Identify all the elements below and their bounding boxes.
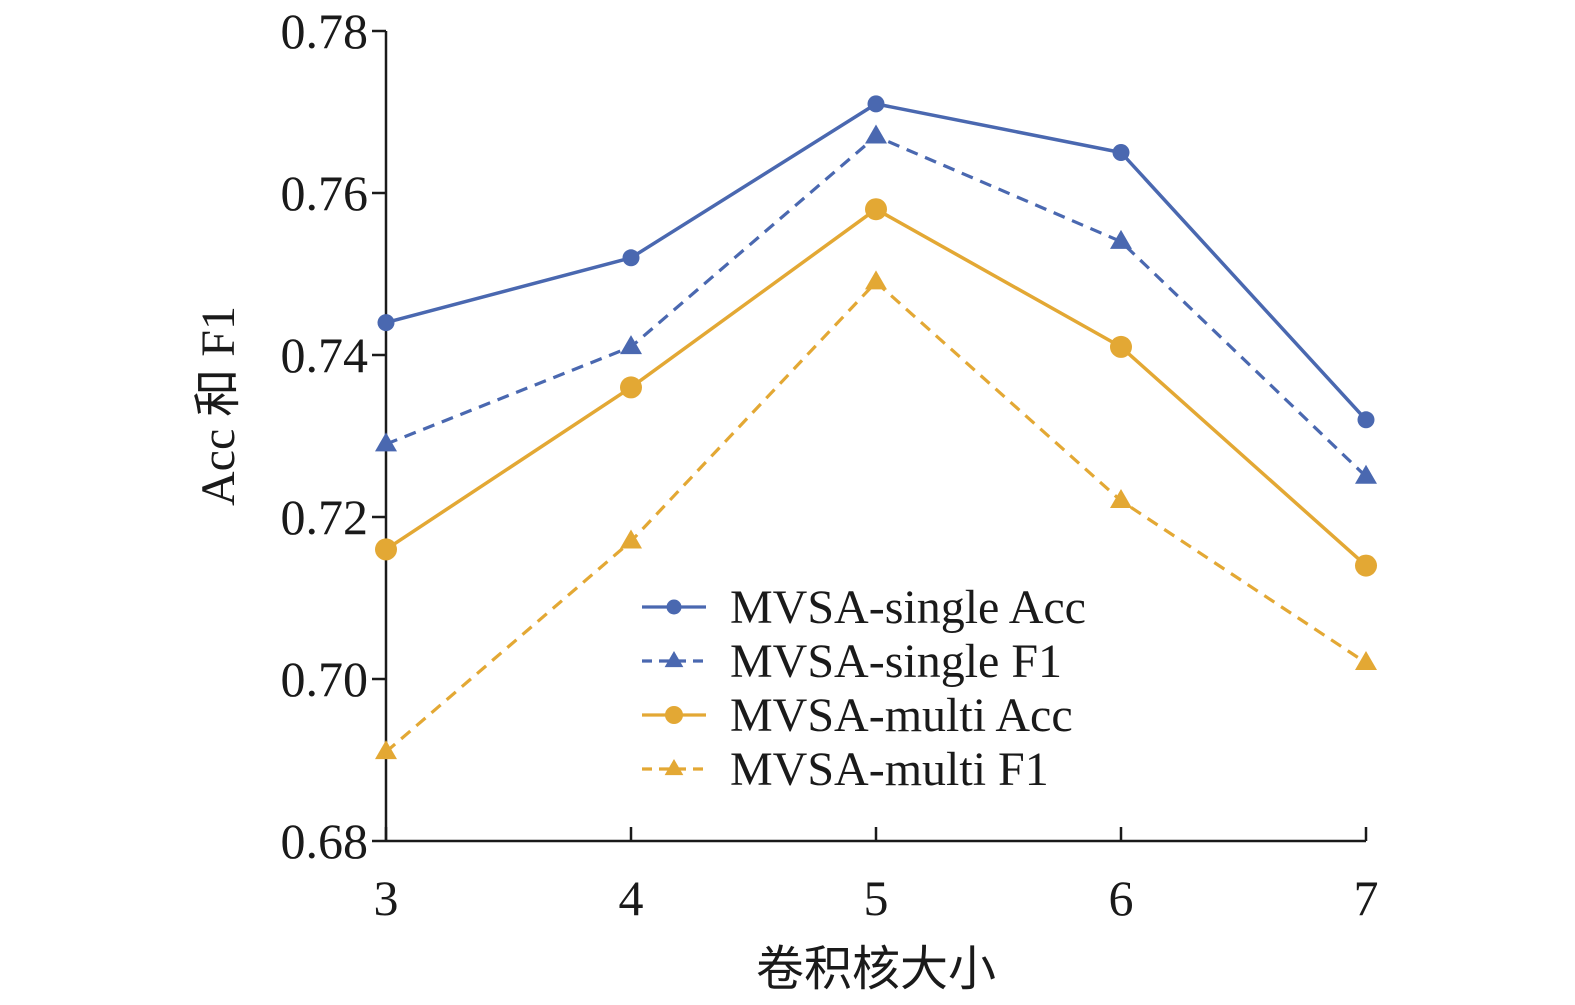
x-tick-label: 5 <box>864 870 889 926</box>
data-point <box>375 432 397 452</box>
data-point <box>622 249 640 267</box>
series-mvsa-multi-f1 <box>375 270 1377 760</box>
data-point <box>620 376 642 399</box>
x-axis-title: 卷积核大小 <box>756 943 996 996</box>
legend-item: MVSA-multi F1 <box>642 743 1049 796</box>
legend-marker <box>665 706 683 724</box>
legend-marker <box>664 650 684 668</box>
series-mvsa-single-acc <box>377 95 1375 429</box>
y-axis-title: Acc 和 F1 <box>192 306 245 506</box>
data-point <box>1357 411 1375 429</box>
data-point <box>377 314 395 332</box>
legend-marker <box>664 758 684 776</box>
data-point <box>375 740 397 760</box>
legend-label: MVSA-multi F1 <box>730 743 1049 796</box>
series-line <box>385 102 1368 421</box>
data-point <box>1355 651 1377 671</box>
y-tick-label: 0.70 <box>281 651 369 707</box>
data-point <box>1112 144 1130 161</box>
y-tick-label: 0.68 <box>281 813 369 869</box>
series-layer <box>375 95 1377 760</box>
y-tick-label: 0.76 <box>281 165 369 221</box>
y-tick-label: 0.72 <box>281 489 369 545</box>
x-tick-label: 7 <box>1354 870 1379 926</box>
series-line <box>385 134 1368 478</box>
data-point <box>1355 464 1377 484</box>
x-tick-label: 3 <box>374 870 399 926</box>
data-point <box>1110 229 1132 249</box>
data-point <box>867 95 885 113</box>
legend-label: MVSA-multi Acc <box>730 689 1073 742</box>
data-point <box>1355 554 1377 577</box>
series-line <box>384 280 1367 754</box>
legend-item: MVSA-single F1 <box>642 635 1062 688</box>
series-line <box>385 207 1368 567</box>
data-point <box>865 198 887 221</box>
legend-label: MVSA-single Acc <box>730 581 1086 634</box>
data-point <box>375 538 397 561</box>
legend-item: MVSA-multi Acc <box>642 689 1073 742</box>
data-point <box>620 529 642 549</box>
legend-label: MVSA-single F1 <box>730 635 1062 688</box>
data-point <box>865 124 887 144</box>
y-tick-label: 0.78 <box>281 3 369 59</box>
legend-item: MVSA-single Acc <box>642 581 1086 634</box>
y-tick-label: 0.74 <box>281 327 369 383</box>
data-point <box>620 335 642 355</box>
data-point <box>865 270 887 290</box>
x-tick-label: 4 <box>619 870 644 926</box>
data-point <box>1110 489 1132 509</box>
data-point <box>1110 335 1132 358</box>
series-mvsa-multi-acc <box>375 198 1377 577</box>
series-mvsa-single-f1 <box>375 124 1377 484</box>
legend-marker <box>666 599 682 615</box>
x-tick-label: 6 <box>1109 870 1134 926</box>
axes: 0.68 0.70 0.72 0.74 0.76 0.78 3 4 5 6 7 <box>281 3 1379 926</box>
